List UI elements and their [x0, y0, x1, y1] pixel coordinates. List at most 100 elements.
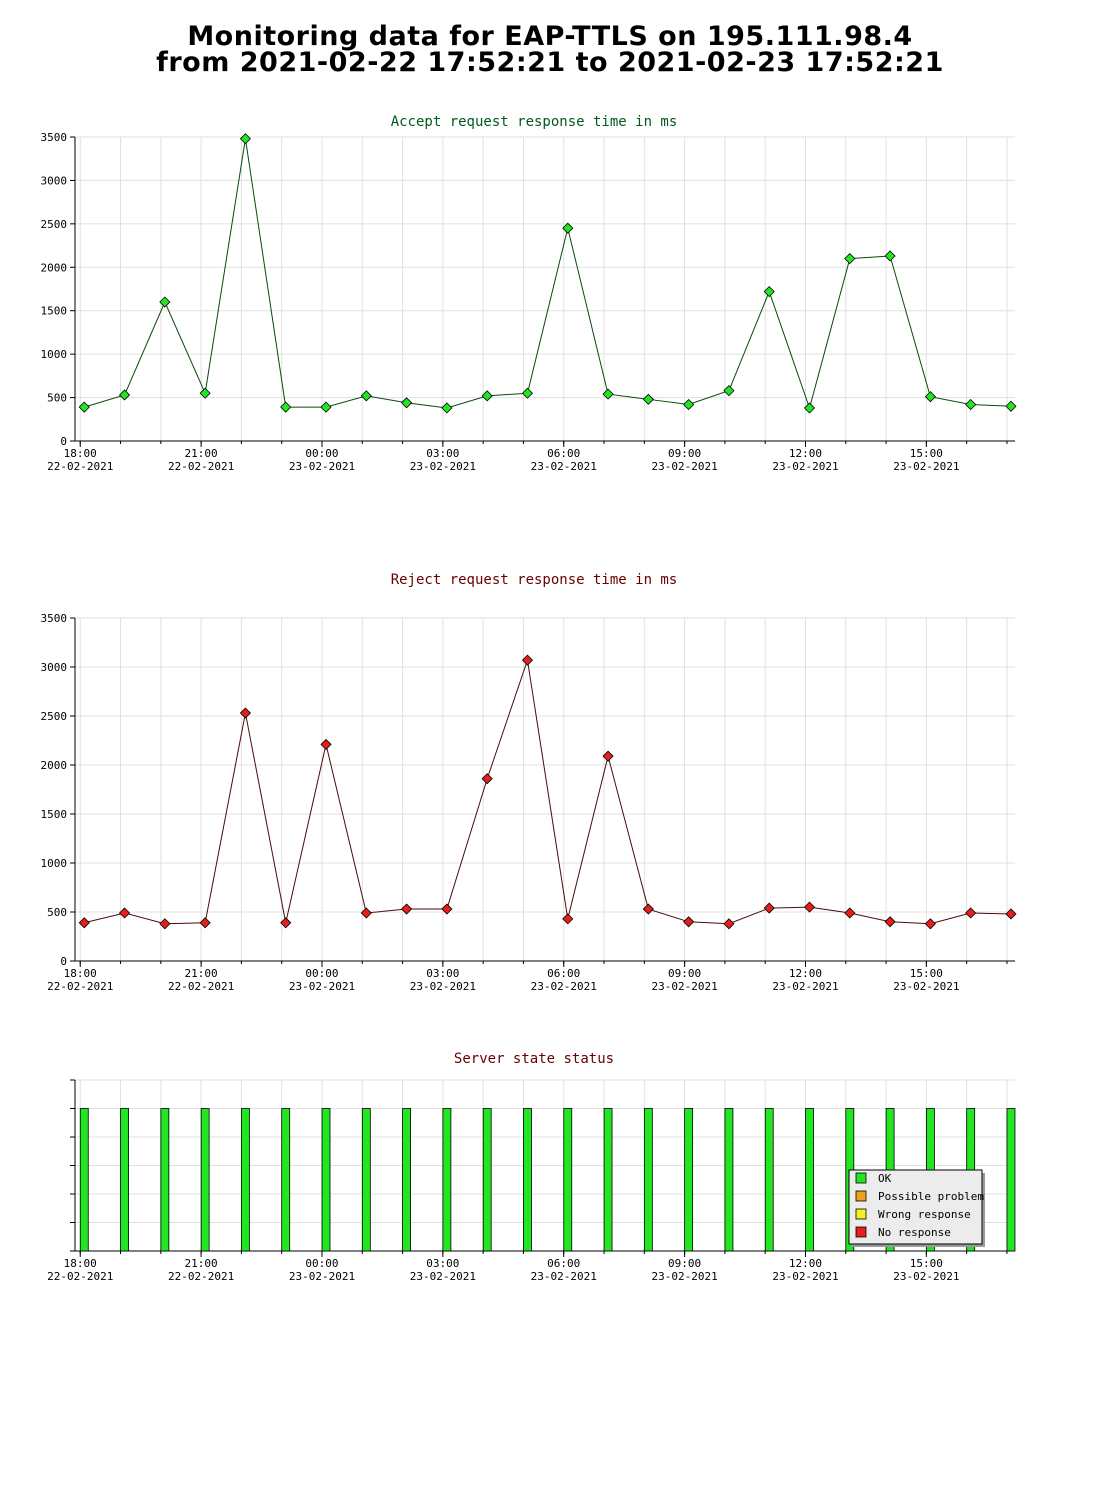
x-tick-label-date: 23-02-2021: [651, 1270, 717, 1283]
x-tick-label-date: 23-02-2021: [651, 460, 717, 473]
x-tick-label-date: 22-02-2021: [168, 980, 234, 993]
y-tick-label: 2000: [41, 759, 68, 772]
x-tick-label-time: 03:00: [426, 1257, 459, 1270]
x-tick-label-time: 03:00: [426, 967, 459, 980]
page-title-line-1: Monitoring data for EAP-TTLS on 195.111.…: [187, 21, 913, 52]
accept-data-point: [239, 133, 251, 145]
legend-swatch: [855, 1190, 867, 1202]
reject-chart: Reject request response time in ms18:002…: [41, 572, 1017, 993]
page-title: Monitoring data for EAP-TTLS on 195.111.…: [0, 21, 1100, 76]
x-tick-label-time: 06:00: [547, 967, 580, 980]
reject-data-point: [118, 907, 131, 919]
x-tick-label-date: 23-02-2021: [772, 1270, 838, 1283]
accept-series-line: [84, 138, 1011, 410]
reject-data-point: [521, 654, 534, 666]
status-bar: [482, 1108, 492, 1252]
status-bar: [281, 1108, 291, 1252]
y-tick-label: 3000: [41, 661, 68, 674]
reject-data-point: [924, 918, 936, 930]
accept-data-point: [159, 296, 171, 308]
reject-data-point: [763, 902, 775, 914]
reject-data-point: [441, 903, 453, 915]
x-tick-label-time: 15:00: [910, 1257, 943, 1270]
legend-label: OK: [878, 1172, 892, 1185]
status-bar: [724, 1108, 734, 1252]
y-tick-label: 1500: [41, 808, 68, 821]
x-tick-label-time: 12:00: [789, 967, 822, 980]
y-tick-label: 1000: [41, 348, 68, 361]
y-tick-label: 3500: [41, 131, 68, 144]
accept-data-point: [602, 388, 614, 400]
x-tick-label-time: 12:00: [789, 1257, 822, 1270]
accept-data-point: [280, 401, 292, 413]
y-tick-label: 0: [60, 435, 67, 448]
accept-data-point: [844, 253, 856, 265]
status-bar: [361, 1108, 371, 1252]
accept-data-point: [360, 390, 372, 402]
x-tick-label-time: 21:00: [185, 447, 218, 460]
x-tick-label-time: 12:00: [789, 447, 822, 460]
accept-data-point: [441, 402, 453, 414]
x-tick-label-date: 22-02-2021: [47, 980, 113, 993]
status-chart-title: Server state status: [454, 1051, 614, 1067]
accept-data-point: [521, 387, 534, 399]
reject-data-point: [562, 913, 574, 925]
status-bar: [805, 1108, 814, 1252]
accept-data-point: [683, 398, 695, 411]
x-tick-label-date: 23-02-2021: [531, 460, 597, 473]
y-tick-label: 500: [47, 392, 67, 405]
accept-data-point: [118, 389, 131, 401]
reject-data-point: [199, 917, 211, 929]
status-chart: Server state status18:0022-02-202121:002…: [47, 1051, 1016, 1283]
reject-data-point: [481, 773, 493, 785]
x-tick-label-time: 09:00: [668, 967, 701, 980]
x-tick-label-date: 23-02-2021: [410, 980, 476, 993]
x-tick-label-date: 23-02-2021: [289, 1270, 355, 1283]
x-tick-label-time: 06:00: [547, 1257, 580, 1270]
y-tick-label: 500: [47, 906, 67, 919]
status-bar: [120, 1108, 129, 1252]
accept-data-point: [803, 402, 816, 414]
status-bar: [241, 1108, 250, 1252]
reject-data-point: [401, 903, 413, 915]
legend-swatch: [855, 1226, 867, 1238]
reject-data-point: [884, 916, 896, 928]
y-tick-label: 2500: [41, 710, 68, 723]
x-tick-label-time: 00:00: [305, 447, 338, 460]
x-tick-label-date: 23-02-2021: [893, 980, 959, 993]
x-tick-label-date: 23-02-2021: [289, 980, 355, 993]
reject-data-point: [360, 907, 372, 919]
reject-data-point: [683, 916, 695, 928]
accept-data-point: [562, 222, 574, 234]
x-tick-label-date: 22-02-2021: [47, 1270, 113, 1283]
x-tick-label-time: 15:00: [910, 967, 943, 980]
reject-data-point: [280, 917, 292, 929]
accept-data-point: [884, 250, 896, 262]
reject-data-point: [78, 917, 90, 929]
x-tick-label-date: 23-02-2021: [410, 460, 476, 473]
x-tick-label-date: 23-02-2021: [531, 1270, 597, 1283]
status-bar: [643, 1108, 653, 1252]
accept-data-point: [924, 391, 936, 403]
accept-data-point: [1005, 400, 1017, 412]
x-tick-label-time: 06:00: [547, 447, 580, 460]
reject-data-point: [965, 907, 977, 919]
status-bar: [79, 1108, 89, 1252]
x-tick-label-date: 23-02-2021: [410, 1270, 476, 1283]
reject-data-point: [642, 903, 654, 915]
y-tick-label: 0: [60, 955, 67, 968]
x-tick-label-date: 23-02-2021: [289, 460, 355, 473]
x-tick-label-date: 23-02-2021: [893, 1270, 959, 1283]
status-bar: [160, 1108, 170, 1252]
status-bar: [1006, 1108, 1016, 1252]
x-tick-label-date: 22-02-2021: [168, 1270, 234, 1283]
accept-data-point: [401, 397, 413, 409]
reject-data-point: [602, 750, 614, 762]
legend-swatch: [855, 1172, 867, 1184]
x-tick-label-time: 00:00: [305, 967, 338, 980]
x-tick-label-time: 09:00: [668, 1257, 701, 1270]
status-bar: [603, 1108, 613, 1252]
x-tick-label-date: 23-02-2021: [531, 980, 597, 993]
status-bar: [764, 1108, 774, 1252]
